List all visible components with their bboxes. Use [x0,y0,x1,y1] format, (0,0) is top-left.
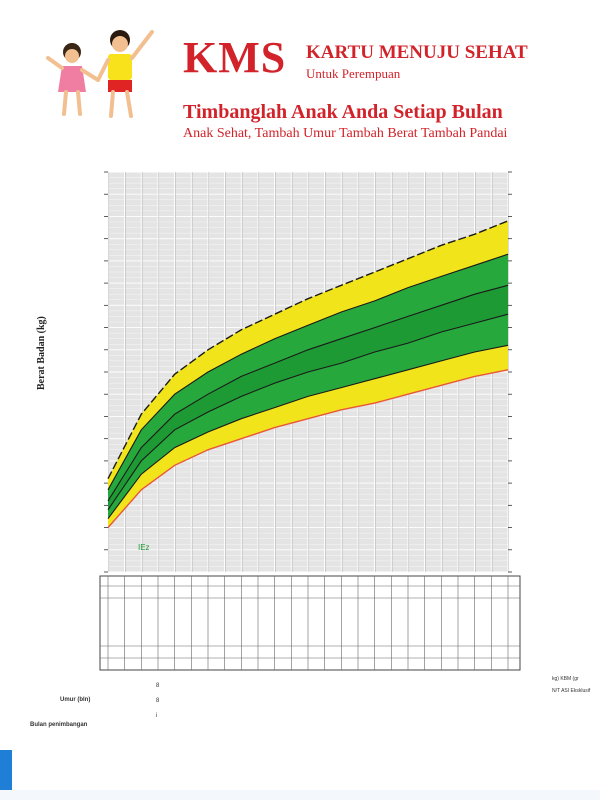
blue-edge-bar [0,750,12,800]
row-value-2: 8 [156,698,160,704]
children-illustration-icon [46,30,154,118]
headline: Timbanglah Anak Anda Setiap Bulan [183,101,503,123]
side-note-kbm: kg) KBM (gr [552,676,579,682]
growth-band-4 [108,220,508,490]
card-subtitle: Untuk Perempuan [306,66,401,81]
kms-logo: KMS [183,33,287,82]
growth-curve-4 [107,253,509,491]
row-label-weighing-month: Bulan penimbangan [30,722,88,728]
growth-band-0 [108,345,508,528]
annotation-label: IEz [138,543,150,552]
side-note-asi: N/T ASI Eksklusif [552,688,591,694]
row-value-3: i [156,713,158,719]
growth-curve-3 [107,284,509,502]
growth-curve-5 [107,220,509,480]
growth-band-2 [108,285,508,510]
growth-band-1 [108,314,508,519]
header: KMS KARTU MENUJU SEHAT Untuk Perempuan T… [0,0,600,170]
tagline: Anak Sehat, Tambah Umur Tambah Berat Tam… [183,126,508,141]
growth-curve-1 [107,344,509,520]
bottom-strip [0,790,600,800]
card-title: KARTU MENUJU SEHAT [306,42,528,63]
row-label-age: Umur (bln) [60,697,91,703]
growth-curve-2 [107,313,509,511]
row-value-1: 8 [156,683,160,689]
record-table [99,575,521,671]
growth-curve-0 [107,369,509,529]
